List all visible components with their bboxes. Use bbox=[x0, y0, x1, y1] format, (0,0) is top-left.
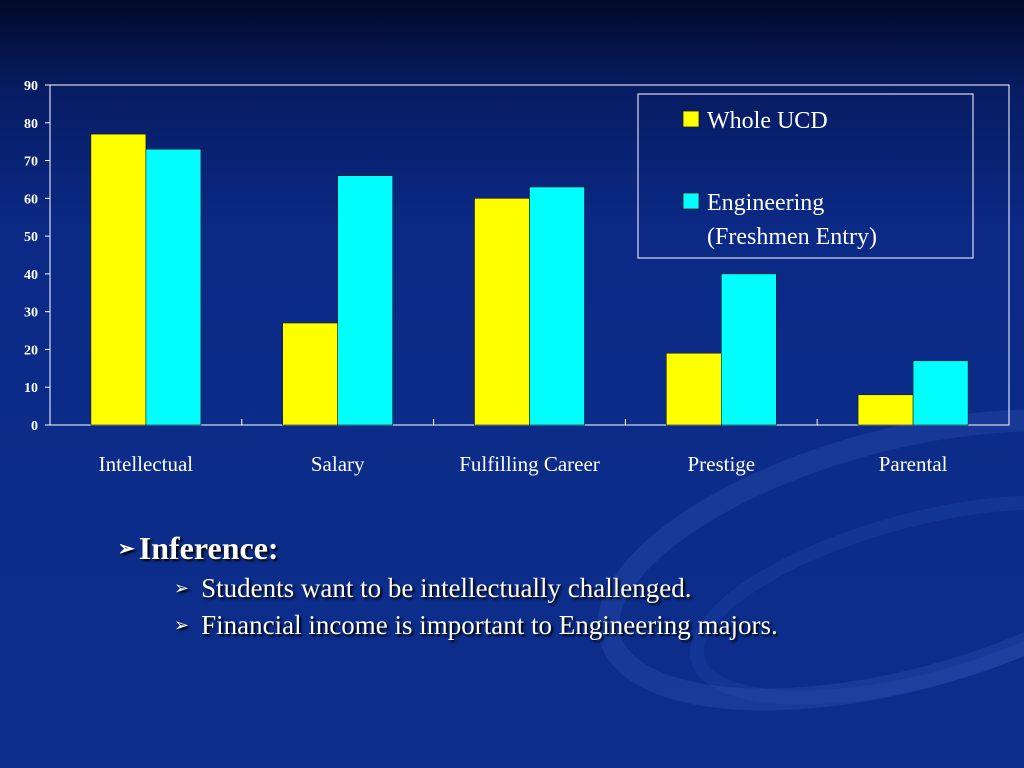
x-tick-label: Parental bbox=[879, 452, 948, 476]
x-tick-label: Prestige bbox=[687, 452, 755, 476]
bars bbox=[90, 133, 969, 426]
arrowhead-bullet-icon: ➢ bbox=[174, 615, 190, 635]
bar-engineering bbox=[529, 186, 585, 426]
bar-engineering bbox=[337, 175, 394, 426]
bar-whole-ucd bbox=[665, 352, 722, 426]
inference-heading: Inference: bbox=[138, 530, 279, 566]
legend-label: Engineering bbox=[707, 190, 824, 216]
legend-label: Whole UCD bbox=[707, 108, 828, 134]
x-tick-label: Salary bbox=[311, 452, 365, 476]
y-tick-label: 70 bbox=[24, 155, 38, 170]
y-tick-label: 60 bbox=[24, 192, 38, 207]
legend-swatch bbox=[682, 110, 700, 128]
bar-whole-ucd bbox=[90, 133, 147, 426]
y-axis: 0 10 20 30 40 50 60 70 80 90 bbox=[24, 79, 50, 434]
y-tick-label: 0 bbox=[31, 419, 38, 434]
inference-point: ➢ Financial income is important to Engin… bbox=[174, 610, 998, 641]
inference-heading-row: ➢ Inference: bbox=[118, 530, 998, 567]
x-tick-label: Intellectual bbox=[99, 452, 194, 476]
y-tick-label: 10 bbox=[24, 381, 38, 396]
arrowhead-bullet-icon: ➢ bbox=[118, 538, 135, 560]
legend: Whole UCD Engineering (Freshmen Entry) bbox=[637, 93, 974, 259]
legend-label: (Freshmen Entry) bbox=[707, 224, 877, 250]
y-tick-label: 30 bbox=[24, 306, 38, 321]
y-tick-label: 40 bbox=[24, 268, 38, 283]
x-tick-label: Fulfilling Career bbox=[459, 452, 600, 476]
y-tick-label: 90 bbox=[24, 79, 38, 94]
legend-box bbox=[637, 93, 974, 259]
bar-whole-ucd bbox=[857, 394, 914, 426]
bar-engineering bbox=[145, 148, 202, 426]
x-axis: Intellectual Salary Fulfilling Career Prest… bbox=[99, 419, 948, 476]
y-tick-label: 50 bbox=[24, 230, 38, 245]
inference-point-text: Students want to be intellectually chall… bbox=[201, 573, 692, 603]
legend-swatch bbox=[682, 192, 700, 210]
arrowhead-bullet-icon: ➢ bbox=[174, 578, 190, 598]
bar-engineering bbox=[912, 360, 969, 426]
inference-point: ➢ Students want to be intellectually cha… bbox=[174, 573, 998, 604]
bar-whole-ucd bbox=[474, 198, 530, 426]
y-tick-label: 80 bbox=[24, 117, 38, 132]
y-tick-label: 20 bbox=[24, 343, 38, 358]
inference-section: ➢ Inference: ➢ Students want to be intel… bbox=[118, 530, 998, 641]
bar-engineering bbox=[720, 273, 777, 426]
bar-whole-ucd bbox=[282, 322, 339, 426]
inference-point-text: Financial income is important to Enginee… bbox=[201, 610, 778, 640]
